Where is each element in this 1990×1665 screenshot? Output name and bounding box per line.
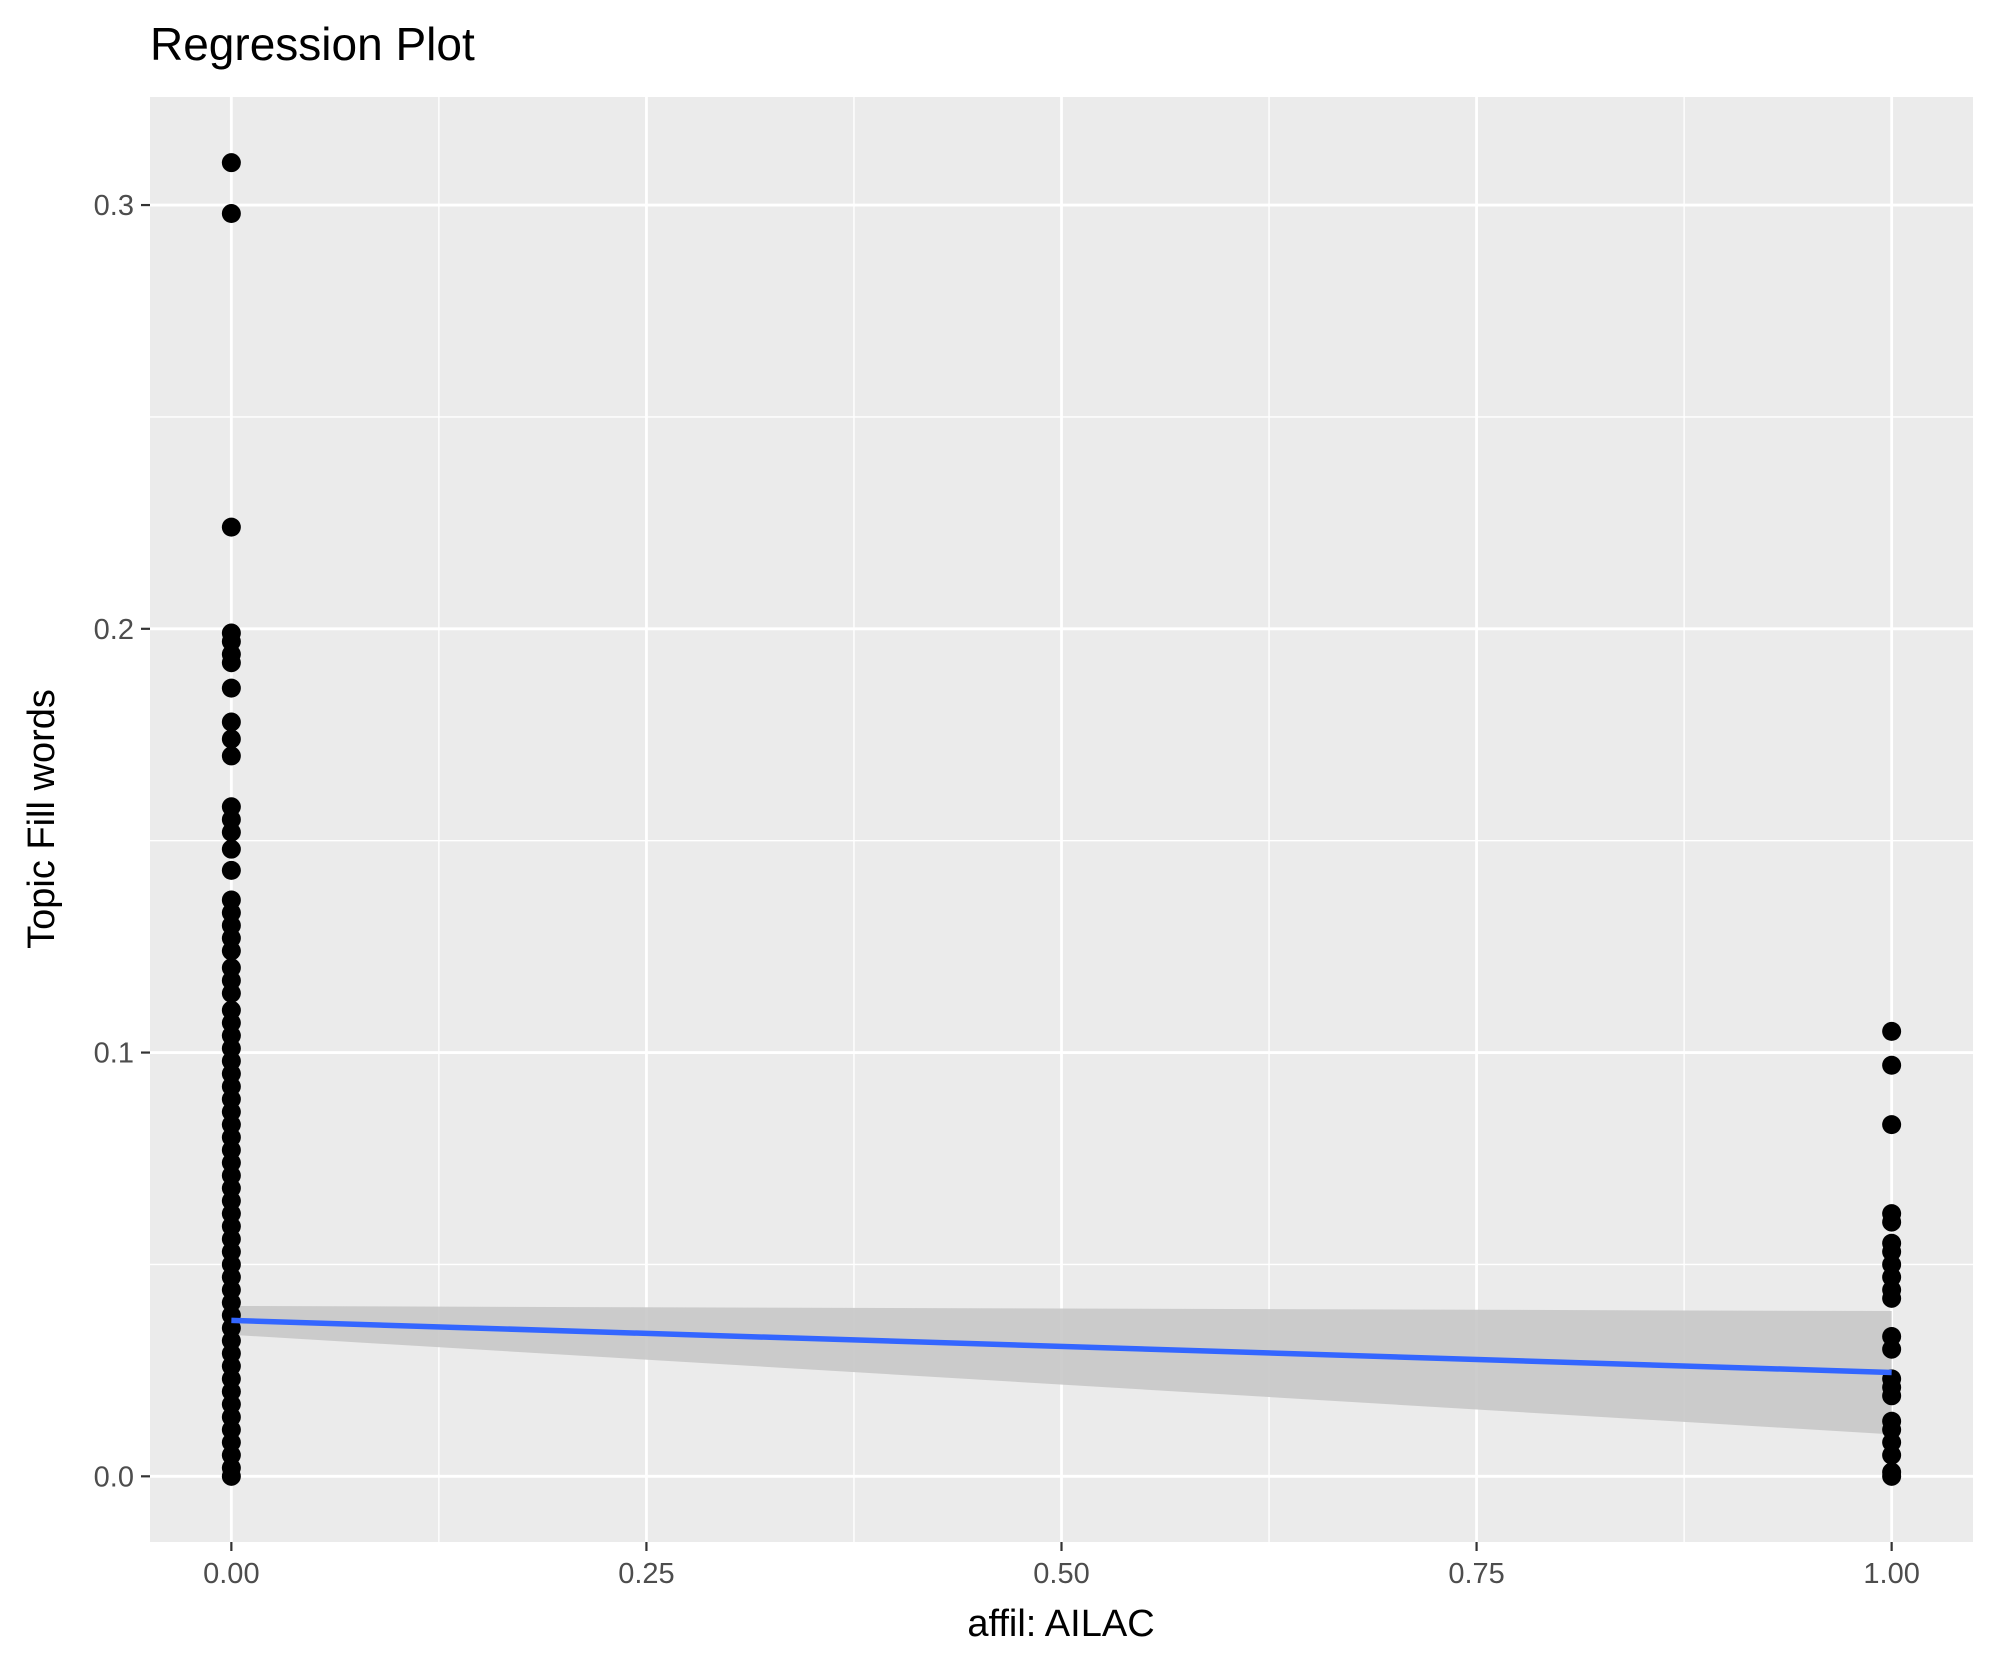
data-point xyxy=(1882,1288,1902,1308)
data-point xyxy=(221,517,241,537)
x-axis-title: affil: AILAC xyxy=(967,1603,1154,1645)
data-point xyxy=(221,941,241,961)
data-point xyxy=(1882,1021,1902,1041)
x-tick-label: 0.00 xyxy=(203,1558,259,1590)
data-point xyxy=(1882,1115,1902,1135)
y-axis: 0.0 0.1 0.2 0.3 xyxy=(94,190,150,1493)
x-tick-label: 1.00 xyxy=(1863,1558,1919,1590)
data-point xyxy=(221,822,241,842)
data-point xyxy=(221,839,241,859)
data-points xyxy=(221,153,1902,1486)
data-point xyxy=(221,204,241,224)
data-point xyxy=(1882,1055,1902,1075)
data-point xyxy=(221,712,241,732)
x-axis: 0.00 0.25 0.50 0.75 1.00 xyxy=(203,1542,1920,1590)
confidence-band xyxy=(231,1305,1892,1435)
data-point xyxy=(221,983,241,1003)
grid-major xyxy=(150,97,1973,1542)
data-point xyxy=(221,653,241,673)
x-tick-label: 0.50 xyxy=(1033,1558,1089,1590)
data-point xyxy=(221,746,241,766)
data-point xyxy=(221,1466,241,1486)
y-tick-label: 0.1 xyxy=(94,1038,134,1070)
y-tick-label: 0.3 xyxy=(94,190,134,222)
data-point xyxy=(221,678,241,698)
y-tick-label: 0.2 xyxy=(94,614,134,646)
data-point xyxy=(1882,1212,1902,1232)
regression-line xyxy=(231,1317,1892,1376)
data-point xyxy=(221,729,241,749)
data-point xyxy=(1882,1445,1902,1465)
data-point xyxy=(1882,1339,1902,1359)
chart-title: Regression Plot xyxy=(150,18,475,70)
x-tick-label: 0.75 xyxy=(1448,1558,1504,1590)
y-tick-label: 0.0 xyxy=(94,1461,134,1493)
data-point xyxy=(221,860,241,880)
data-point xyxy=(221,153,241,173)
y-axis-title: Topic Fill words xyxy=(21,689,63,949)
x-tick-label: 0.25 xyxy=(618,1558,674,1590)
data-point xyxy=(1882,1386,1902,1406)
data-point xyxy=(1882,1466,1902,1486)
